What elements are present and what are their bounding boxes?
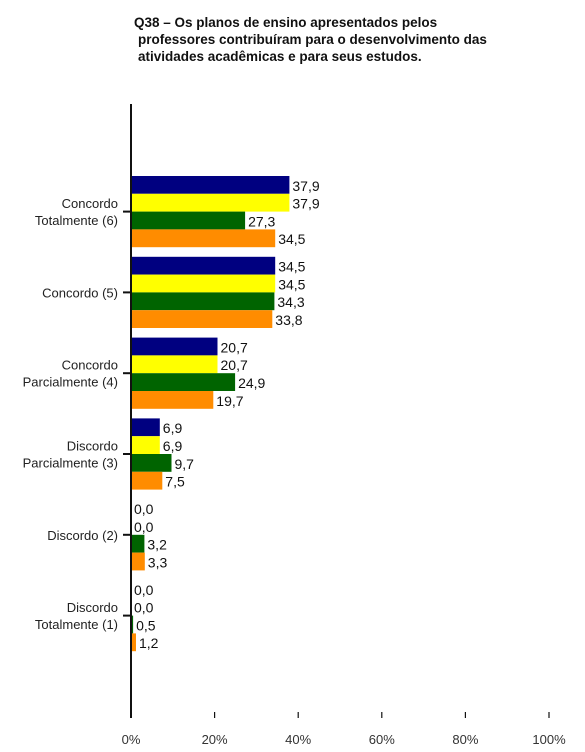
- bar-cat5-series3: [131, 534, 145, 553]
- data-label-cat5-series1: 0,0: [134, 501, 154, 517]
- bar-cat2-series1: [131, 256, 276, 275]
- category-label-2: Concordo (5): [42, 285, 118, 300]
- bar-cat3-series2: [131, 355, 218, 374]
- data-label-cat2-series3: 34,3: [277, 294, 304, 310]
- category-label-3-line-2: Parcialmente (4): [23, 375, 118, 390]
- chart-title: Q38 – Os planos de ensino apresentados p…: [134, 14, 580, 65]
- category-label-1-line-2: Totalmente (6): [35, 213, 118, 228]
- data-label-cat4-series1: 6,9: [163, 420, 183, 436]
- x-tick-label-0: 0%: [122, 732, 141, 747]
- category-label-6-line-2: Totalmente (1): [35, 617, 118, 632]
- bar-cat2-series4: [131, 310, 273, 328]
- x-tick-label-60: 60%: [369, 732, 395, 747]
- data-label-cat4-series3: 9,7: [175, 456, 195, 472]
- data-label-cat1-series1: 37,9: [292, 178, 319, 194]
- data-label-cat4-series4: 7,5: [165, 474, 185, 490]
- data-label-cat2-series4: 33,8: [275, 312, 302, 328]
- bar-cat2-series2: [131, 274, 276, 293]
- bar-cat3-series4: [131, 391, 214, 409]
- bar-cat1-series1: [131, 176, 290, 194]
- chart-title-line-1: Q38 – Os planos de ensino apresentados p…: [134, 15, 438, 30]
- data-label-cat1-series3: 27,3: [248, 213, 275, 229]
- data-label-cat1-series2: 37,9: [292, 196, 319, 212]
- bar-cat1-series2: [131, 193, 290, 212]
- data-label-cat5-series4: 3,3: [148, 554, 168, 570]
- category-label-5: Discordo (2): [47, 528, 118, 543]
- data-label-cat3-series2: 20,7: [221, 357, 248, 373]
- category-label-1-line-1: Concordo: [62, 196, 118, 211]
- bar-cat1-series3: [131, 211, 246, 230]
- data-label-cat4-series2: 6,9: [163, 438, 183, 454]
- x-tick-label-40: 40%: [285, 732, 311, 747]
- data-label-cat2-series2: 34,5: [278, 276, 305, 292]
- chart-title-line-2: professores contribuíram para o desenvol…: [138, 32, 487, 47]
- bar-cat3-series1: [131, 337, 218, 356]
- data-label-cat2-series1: 34,5: [278, 259, 305, 275]
- data-label-cat5-series3: 3,2: [147, 537, 167, 553]
- chart-title-line-3: atividades acadêmicas e para seus estudo…: [138, 49, 422, 64]
- data-label-cat6-series3: 0,5: [136, 617, 156, 633]
- bar-cat5-series4: [131, 552, 145, 571]
- bar-cat6-series4: [131, 633, 136, 652]
- bar-cat4-series3: [131, 454, 172, 472]
- bar-cat2-series3: [131, 292, 275, 311]
- x-tick-label-20: 20%: [202, 732, 228, 747]
- category-label-4-line-1: Discordo: [67, 439, 118, 454]
- data-label-cat6-series2: 0,0: [134, 600, 154, 616]
- x-tick-label-100: 100%: [532, 732, 566, 747]
- bar-cat4-series1: [131, 418, 160, 437]
- data-label-cat1-series4: 34,5: [278, 231, 305, 247]
- category-label-4-line-2: Parcialmente (3): [23, 456, 118, 471]
- bar-cat4-series4: [131, 471, 163, 490]
- category-label-3-line-1: Concordo: [62, 358, 118, 373]
- x-tick-label-80: 80%: [452, 732, 478, 747]
- data-label-cat6-series1: 0,0: [134, 582, 154, 598]
- bar-cat1-series4: [131, 229, 276, 248]
- category-label-6-line-1: Discordo: [67, 600, 118, 615]
- data-label-cat6-series4: 1,2: [139, 635, 159, 651]
- data-label-cat3-series4: 19,7: [216, 393, 243, 409]
- data-label-cat5-series2: 0,0: [134, 519, 154, 535]
- bar-cat4-series2: [131, 436, 160, 454]
- bar-cat6-series3: [131, 615, 134, 634]
- data-label-cat3-series3: 24,9: [238, 375, 265, 391]
- bar-cat3-series3: [131, 373, 236, 391]
- data-label-cat3-series1: 20,7: [221, 339, 248, 355]
